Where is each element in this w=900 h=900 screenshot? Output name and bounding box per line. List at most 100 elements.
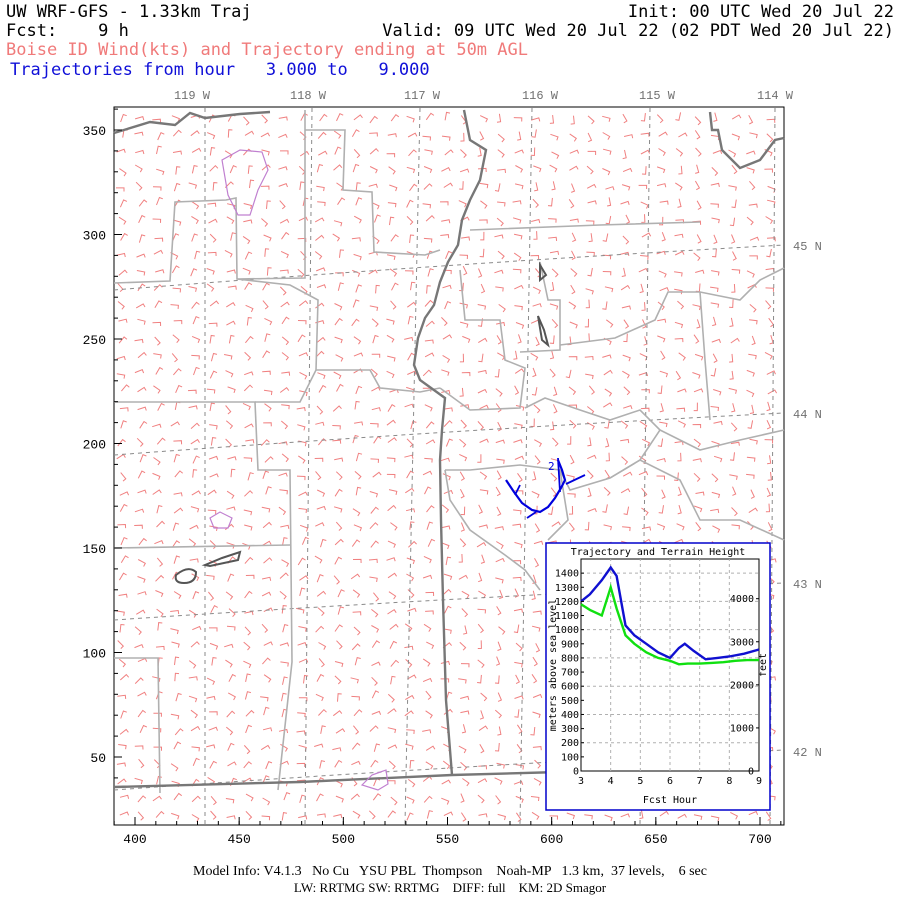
wind-barb [424,339,434,344]
wind-barb [206,388,216,394]
wind-barb [315,522,325,527]
wind-barb [368,269,378,275]
wind-barb [731,403,736,413]
wind-barb [152,218,162,223]
wind-barb [278,166,288,171]
wind-barb [193,366,200,376]
wind-barb [134,626,142,636]
wind-barb [194,250,201,260]
wind-barb [749,132,758,139]
wind-barb [587,132,593,143]
wind-barb [495,286,504,292]
wind-barb [355,486,362,496]
wind-barb [550,421,555,431]
wind-barb [352,508,361,517]
wind-barb [766,419,772,430]
wind-barb [602,168,611,176]
wind-barb [441,167,451,172]
wind-barb [209,300,219,307]
wind-barb [478,337,488,344]
wind-barb [264,333,271,342]
wind-barb [531,129,537,138]
wind-barb [656,475,665,480]
wind-barb [747,420,754,429]
wind-barb [551,151,560,159]
wind-barb [659,370,669,378]
wind-barb [423,555,432,564]
wind-barb [605,186,615,191]
wind-barb [334,303,343,311]
wind-barb [441,797,450,805]
wind-barb [407,674,417,680]
wind-barb [767,389,778,395]
wind-barb [712,248,717,258]
wind-barb [134,677,144,684]
wind-barb [261,218,269,227]
wind-barb [732,251,737,261]
wind-barb [496,606,502,616]
wind-barb [404,710,414,717]
wind-barb [278,182,288,188]
wind-barb [458,574,469,580]
wind-barb [584,355,594,361]
wind-barb [441,525,451,530]
wind-barb [551,268,559,278]
wind-barb [459,168,470,173]
wind-barb [621,184,631,191]
wind-barb [371,318,379,328]
wind-barb [227,285,237,290]
wind-barb [445,250,453,259]
wind-barb [494,709,503,719]
wind-barb [390,796,398,806]
wind-barb [496,458,505,464]
wind-barb [335,521,343,531]
wind-barb [227,761,237,767]
wind-barb [494,526,504,531]
wind-barb [262,775,270,784]
wind-barb [460,663,470,668]
wind-barb [137,576,146,583]
wind-barb [190,130,200,137]
wind-barb [172,219,182,226]
wind-barb [731,507,738,517]
wind-barb [622,526,631,532]
wind-barb [156,504,163,514]
wind-barb [674,233,684,238]
wind-barb [494,777,503,785]
wind-barb [765,300,772,310]
wind-barb [242,235,251,245]
wind-barb [496,470,502,480]
wind-barb [478,524,489,529]
wind-barb [766,370,776,375]
wind-barb [136,437,144,447]
wind-barb [404,403,414,408]
wind-barb [623,134,634,139]
wind-barb [497,641,502,651]
wind-barb [174,728,184,736]
wind-barb [315,234,325,241]
wind-barb [224,249,233,258]
wind-barb [134,131,144,136]
wind-barb [495,577,504,584]
wind-barb [512,523,522,528]
wind-barb [477,318,483,327]
wind-barb [192,316,200,325]
wind-barb [642,319,647,329]
wind-barb [677,420,686,428]
wind-barb [586,165,594,175]
wind-barb [175,384,183,394]
inset-grid [581,559,759,771]
wind-barb [317,131,327,139]
wind-barb [138,537,147,546]
wind-barb [350,573,361,580]
wind-barb [513,252,522,261]
wind-barb [443,811,454,817]
wind-barb [514,385,520,395]
wind-barb [602,271,612,276]
wind-barb [119,728,129,735]
wind-barb [369,132,378,137]
lake-outlines [174,261,550,585]
wind-barb [261,591,272,597]
wind-barb [171,353,179,363]
wind-barb [278,728,289,734]
